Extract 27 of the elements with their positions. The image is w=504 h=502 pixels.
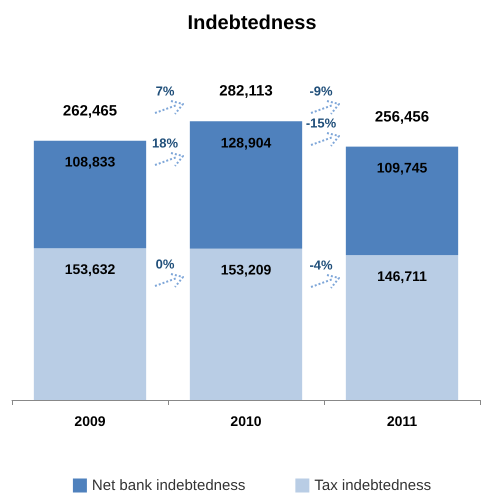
- data-label: 146,711: [377, 268, 428, 284]
- annotation: 18%: [152, 135, 178, 150]
- data-label: 108,833: [64, 154, 116, 170]
- bar: [346, 146, 458, 256]
- x-tick-label: 2009: [74, 413, 106, 429]
- data-label: 128,904: [220, 134, 272, 150]
- total-label: 262,465: [62, 102, 118, 120]
- annotation: 0%: [156, 256, 174, 272]
- annotation: -15%: [306, 116, 336, 131]
- x-tick-label: 2010: [230, 413, 262, 429]
- chart-title: Indebtedness: [188, 12, 316, 34]
- data-label: 109,745: [376, 160, 428, 176]
- total-label: 282,113: [219, 82, 273, 100]
- bar: [346, 255, 458, 400]
- total-label: 256,456: [374, 108, 430, 126]
- bar: [190, 121, 302, 249]
- text: 7%: [156, 84, 174, 99]
- x-tick-label: 2011: [386, 413, 418, 429]
- bar: [34, 248, 146, 400]
- annotation: -4%: [309, 257, 333, 272]
- bar: [190, 248, 302, 400]
- legend-label: Net bank indebtedness: [92, 477, 246, 494]
- bar: [34, 140, 146, 248]
- legend-label: Tax indebtedness: [314, 477, 432, 494]
- data-label: 153,632: [64, 261, 116, 278]
- text: -9%: [309, 84, 333, 99]
- data-label: 153,209: [220, 262, 272, 278]
